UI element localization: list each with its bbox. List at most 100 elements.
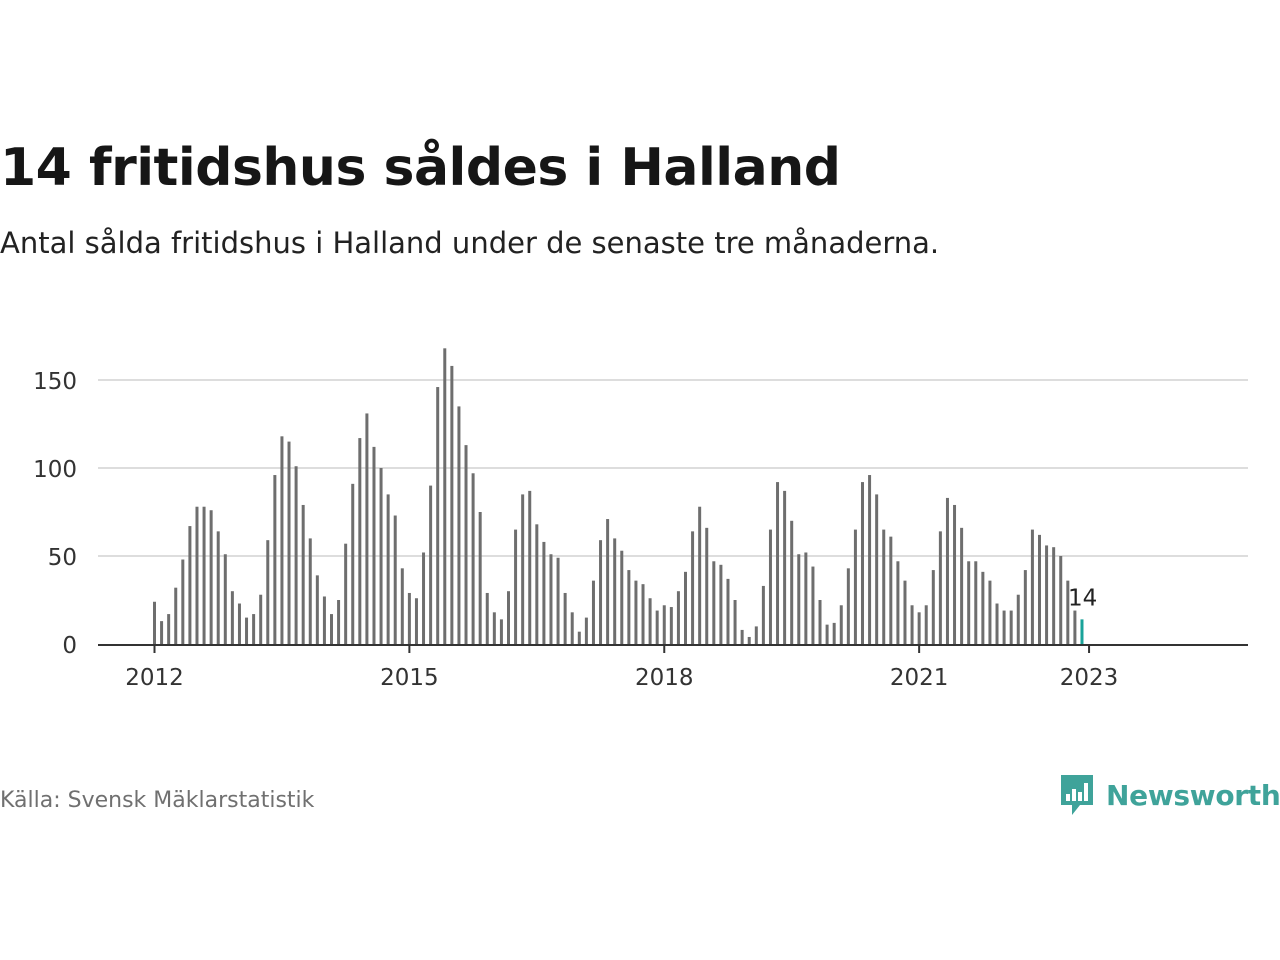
- bar: [372, 446, 376, 644]
- bar: [160, 621, 164, 644]
- bar: [599, 540, 603, 644]
- bar: [245, 617, 249, 644]
- bar: [910, 605, 914, 644]
- bar: [889, 536, 893, 644]
- bar: [202, 506, 206, 644]
- bar: [868, 475, 872, 644]
- bar: [478, 512, 482, 644]
- bar: [492, 612, 496, 644]
- bar: [294, 466, 298, 644]
- bar: [875, 494, 879, 644]
- bar: [464, 445, 468, 644]
- bar: [223, 554, 227, 644]
- bar: [216, 531, 220, 644]
- bar: [761, 585, 765, 644]
- bar: [514, 529, 518, 644]
- bar-chart: 0 50 100 150 2012 2015 2018 2021 2023 14: [33, 348, 1248, 691]
- brand-logo[interactable]: Newsworthy: [1058, 772, 1280, 818]
- bar: [634, 580, 638, 644]
- bar: [521, 494, 525, 644]
- bar: [301, 504, 305, 644]
- bar: [443, 348, 447, 644]
- bar: [174, 587, 178, 644]
- bar: [209, 510, 213, 644]
- bar: [1023, 570, 1027, 644]
- x-tick-label: 2015: [380, 665, 439, 691]
- bar: [825, 624, 829, 644]
- bar: [790, 520, 794, 644]
- bar: [1073, 610, 1077, 644]
- y-tick-label: 50: [48, 545, 77, 571]
- x-tick-label: 2023: [1060, 665, 1119, 691]
- bar: [457, 406, 461, 644]
- bar: [945, 497, 949, 644]
- bar: [181, 559, 185, 644]
- highlight-bar: [1080, 619, 1084, 644]
- source-text: Källa: Svensk Mäklarstatistik: [0, 788, 315, 813]
- bar: [429, 485, 433, 644]
- bar: [684, 571, 687, 644]
- bar: [1045, 545, 1049, 644]
- bar: [754, 626, 758, 644]
- bar: [861, 482, 864, 644]
- bar: [287, 441, 291, 644]
- bar: [344, 543, 348, 644]
- bar: [1052, 547, 1056, 644]
- bar: [1038, 534, 1041, 644]
- bar: [995, 603, 999, 644]
- bar: [584, 617, 588, 644]
- bar: [1059, 556, 1063, 644]
- bar: [1002, 610, 1006, 644]
- bar: [967, 561, 971, 644]
- bar: [705, 527, 709, 644]
- bar: [896, 561, 900, 644]
- y-tick-label: 0: [62, 633, 77, 659]
- bar: [924, 605, 928, 644]
- x-tick-label: 2012: [125, 665, 184, 691]
- bar: [436, 387, 440, 644]
- bar: [379, 468, 383, 644]
- bar: [308, 538, 312, 644]
- bar: [811, 566, 815, 644]
- bar: [195, 506, 199, 644]
- bar: [613, 538, 617, 644]
- bar: [641, 584, 645, 644]
- bar: [188, 526, 192, 644]
- bar: [776, 482, 780, 644]
- bar: [1009, 610, 1013, 644]
- bar: [259, 594, 263, 644]
- bar: [691, 531, 695, 644]
- bar: [839, 605, 843, 644]
- bar: [365, 413, 369, 644]
- bar: [846, 568, 850, 644]
- bar: [974, 561, 978, 644]
- bar: [747, 636, 751, 644]
- bar: [591, 580, 595, 644]
- bar: [1066, 580, 1070, 644]
- chart-title: 14 fritidshus såldes i Halland: [0, 138, 841, 198]
- bar: [938, 531, 942, 644]
- bar: [832, 622, 836, 644]
- bar: [960, 527, 964, 644]
- bar: [853, 529, 857, 644]
- x-tick-label: 2021: [890, 665, 949, 691]
- newsworthy-logo-icon: [1061, 775, 1093, 815]
- bar: [386, 494, 390, 644]
- bar: [471, 473, 475, 644]
- bar: [499, 619, 503, 644]
- bar: [655, 610, 659, 644]
- bar: [712, 561, 716, 644]
- bar: [322, 596, 326, 644]
- x-tick-label: 2018: [635, 665, 694, 691]
- bar: [577, 631, 581, 644]
- bar: [953, 504, 957, 644]
- bar: [903, 580, 907, 644]
- bar: [783, 490, 787, 644]
- highlight-value-label: 14: [1068, 585, 1097, 611]
- bar: [400, 568, 404, 644]
- bar: [662, 605, 666, 644]
- bar: [153, 601, 156, 644]
- bar: [797, 554, 801, 644]
- bar: [563, 592, 567, 644]
- bar: [535, 524, 539, 644]
